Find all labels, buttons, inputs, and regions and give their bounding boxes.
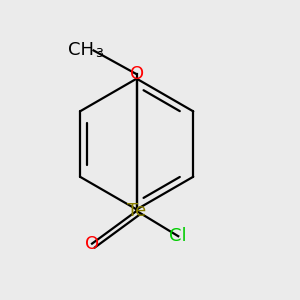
Text: Cl: Cl xyxy=(169,227,187,245)
Text: O: O xyxy=(85,235,99,253)
Text: Te: Te xyxy=(127,202,146,220)
Text: 3: 3 xyxy=(95,47,103,61)
Text: O: O xyxy=(130,65,144,83)
Text: CH: CH xyxy=(68,41,94,59)
